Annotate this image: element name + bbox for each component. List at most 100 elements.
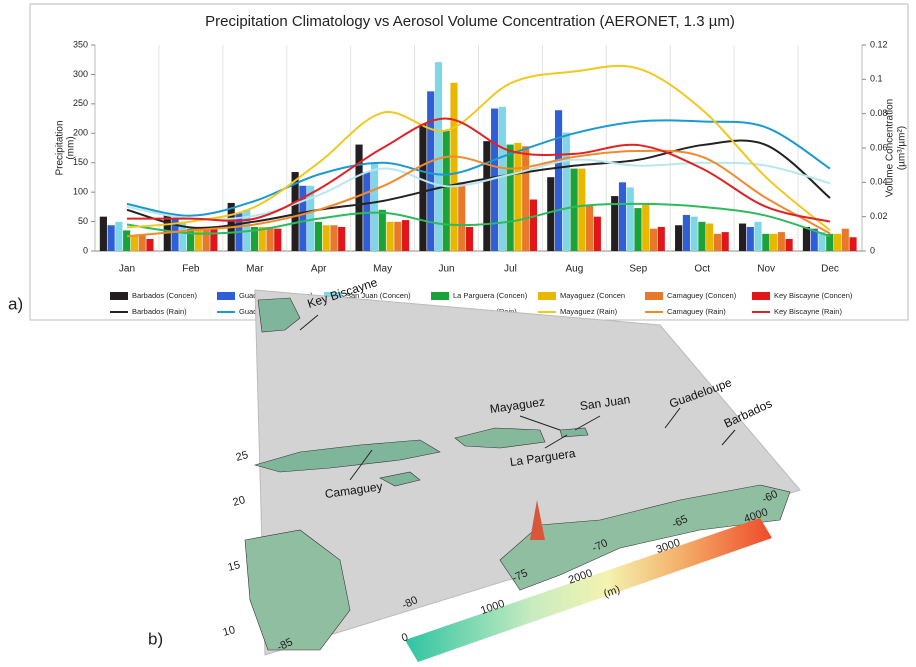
bar <box>402 220 409 251</box>
bar <box>849 237 856 251</box>
y2-tick-label: 0 <box>870 245 875 255</box>
legend-swatch <box>217 292 235 300</box>
bar <box>466 227 473 251</box>
y-axis-label: Precipitation <box>55 120 66 175</box>
bar <box>642 205 649 251</box>
y-axis-label: (mm) <box>66 136 77 159</box>
y2-axis-label: (µm³/µm²) <box>897 126 908 170</box>
x-tick-label: Sep <box>629 264 647 275</box>
chart-title: Precipitation Climatology vs Aerosol Vol… <box>205 13 735 30</box>
x-tick-label: Mar <box>246 264 264 275</box>
figure: Precipitation Climatology vs Aerosol Vol… <box>0 0 916 662</box>
bar <box>586 205 593 251</box>
bar <box>570 169 577 251</box>
bar <box>323 225 330 251</box>
bar <box>427 91 434 251</box>
bar <box>139 236 146 251</box>
legend-swatch <box>431 292 449 300</box>
x-tick-label: Dec <box>821 264 839 275</box>
legend-label: Barbados (Rain) <box>132 307 187 316</box>
bar <box>675 225 682 251</box>
bar <box>100 217 107 251</box>
y-tick-label: 300 <box>73 69 88 79</box>
bar <box>698 222 705 251</box>
panel-label: b) <box>148 629 163 648</box>
legend-swatch <box>645 292 663 300</box>
lat-label: 10 <box>222 624 237 639</box>
legend-swatch <box>752 292 770 300</box>
bar <box>594 217 601 251</box>
y-tick-label: 0 <box>83 245 88 255</box>
y-tick-label: 350 <box>73 39 88 49</box>
legend-label: Camaguey (Rain) <box>667 307 726 316</box>
bar <box>691 217 698 251</box>
colorbar-tick-label: 0 <box>400 631 410 644</box>
bar <box>563 133 570 251</box>
bar <box>443 131 450 251</box>
x-tick-label: Apr <box>311 264 327 275</box>
bar <box>338 227 345 251</box>
bar <box>187 229 194 251</box>
bar <box>627 187 634 251</box>
bar <box>123 230 130 251</box>
bar <box>803 227 810 251</box>
x-tick-label: May <box>373 264 392 275</box>
legend-swatch <box>110 292 128 300</box>
bar <box>394 222 401 251</box>
lat-label: 25 <box>235 449 250 464</box>
bar <box>522 146 529 251</box>
bar <box>458 182 465 251</box>
bar <box>747 227 754 251</box>
y-tick-label: 50 <box>78 216 88 226</box>
x-tick-label: Jul <box>504 264 517 275</box>
bar <box>210 227 217 251</box>
bar <box>530 200 537 252</box>
bar <box>578 169 585 251</box>
legend-label: Key Biscayne (Concen) <box>774 291 853 300</box>
bar <box>419 124 426 251</box>
bar <box>834 234 841 251</box>
y2-axis-label: Volume Concentration <box>885 99 896 197</box>
chart-frame <box>30 4 908 320</box>
y-tick-label: 200 <box>73 128 88 138</box>
bar <box>706 224 713 251</box>
bar <box>315 222 322 251</box>
bar <box>115 222 122 251</box>
bar <box>146 239 153 251</box>
bar <box>108 225 115 251</box>
bar <box>683 215 690 251</box>
bar <box>547 177 554 251</box>
bar <box>507 145 514 251</box>
bar <box>714 234 721 251</box>
bar <box>274 229 281 251</box>
bar <box>754 222 761 251</box>
x-tick-label: Nov <box>757 264 775 275</box>
bar <box>379 210 386 251</box>
bar <box>619 182 626 251</box>
map: Key Biscayne Mayaguez San Juan Guadeloup… <box>222 275 800 662</box>
bar <box>203 229 210 251</box>
bar <box>762 234 769 251</box>
y-tick-label: 100 <box>73 187 88 197</box>
x-tick-label: Jan <box>119 264 135 275</box>
bar <box>363 172 370 251</box>
y2-tick-label: 0.1 <box>870 74 883 84</box>
bar <box>387 222 394 251</box>
bar <box>266 227 273 251</box>
bar <box>634 208 641 251</box>
x-tick-label: Oct <box>694 264 710 275</box>
bar <box>778 232 785 251</box>
y-tick-label: 250 <box>73 98 88 108</box>
lat-label: 20 <box>232 494 247 509</box>
bar <box>514 143 521 251</box>
legend-label: Barbados (Concen) <box>132 291 198 300</box>
place-label: Barbados <box>722 396 774 430</box>
legend-label: La Parguera (Concen) <box>453 291 528 300</box>
bar <box>499 107 506 251</box>
bar <box>770 234 777 251</box>
bar <box>722 232 729 251</box>
y2-tick-label: 0.12 <box>870 39 888 49</box>
legend-label: Mayaguez (Rain) <box>560 307 618 316</box>
panel-label: a) <box>8 294 23 313</box>
bar <box>658 227 665 251</box>
